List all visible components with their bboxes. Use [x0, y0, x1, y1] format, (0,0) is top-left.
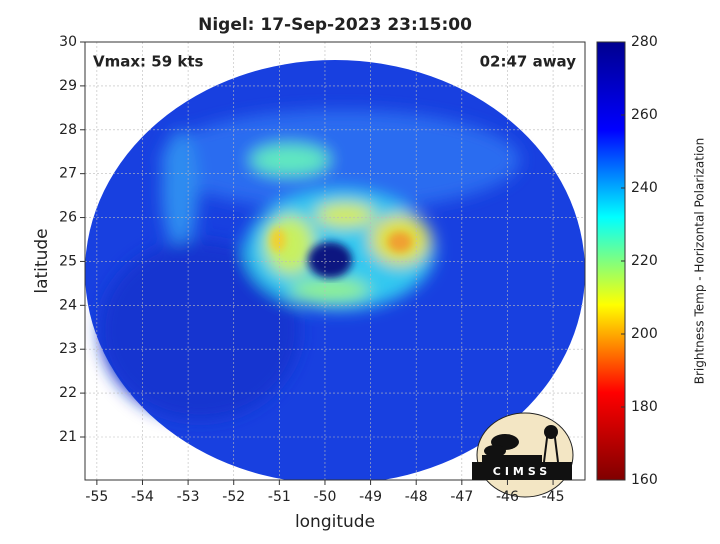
x-tick-label: -50: [314, 489, 337, 505]
logo-text: CIMSS: [493, 465, 551, 478]
annotation: 02:47 away: [480, 53, 577, 71]
satellite-image: [85, 60, 585, 480]
colorbar-label: Brightness Temp - Horizontal Polarizatio…: [693, 138, 707, 385]
x-tick-label: -48: [405, 489, 428, 505]
colorbar-tick-label: 260: [631, 107, 658, 123]
y-tick-label: 28: [59, 122, 77, 138]
colorbar-tick-label: 280: [631, 34, 658, 50]
x-axis-label: longitude: [295, 512, 375, 532]
colorbar-tick-label: 180: [631, 399, 658, 415]
y-tick-label: 26: [59, 210, 77, 226]
chart-title: Nigel: 17-Sep-2023 23:15:00: [198, 15, 472, 35]
colorbar-tick-label: 240: [631, 180, 658, 196]
y-axis-label: latitude: [32, 228, 52, 293]
x-tick-label: -55: [85, 489, 108, 505]
y-tick-label: 30: [59, 34, 77, 50]
grid: [85, 41, 585, 480]
colorbar-tick-label: 200: [631, 326, 658, 342]
y-tick-label: 21: [59, 429, 77, 445]
colorbar: [596, 41, 626, 481]
annotation: Vmax: 59 kts: [93, 53, 203, 71]
x-tick-label: -54: [131, 489, 154, 505]
image-core: [270, 228, 412, 278]
x-tick-label: -46: [496, 489, 519, 505]
logo: CIMSS: [472, 412, 574, 498]
y-tick-label: 25: [59, 253, 77, 269]
y-tick-label: 29: [59, 78, 77, 94]
y-tick-label: 24: [59, 297, 77, 313]
y-tick-label: 27: [59, 166, 77, 182]
x-tick-label: -53: [177, 489, 200, 505]
y-tick-label: 22: [59, 385, 77, 401]
x-tick-label: -47: [450, 489, 473, 505]
colorbar-tick-label: 220: [631, 253, 658, 269]
colorbar-tick-label: 160: [631, 472, 658, 488]
x-tick-label: -52: [222, 489, 245, 505]
x-tick-label: -49: [359, 489, 382, 505]
x-tick-label: -51: [268, 489, 291, 505]
x-tick-label: -45: [542, 489, 565, 505]
y-tick-label: 23: [59, 341, 77, 357]
